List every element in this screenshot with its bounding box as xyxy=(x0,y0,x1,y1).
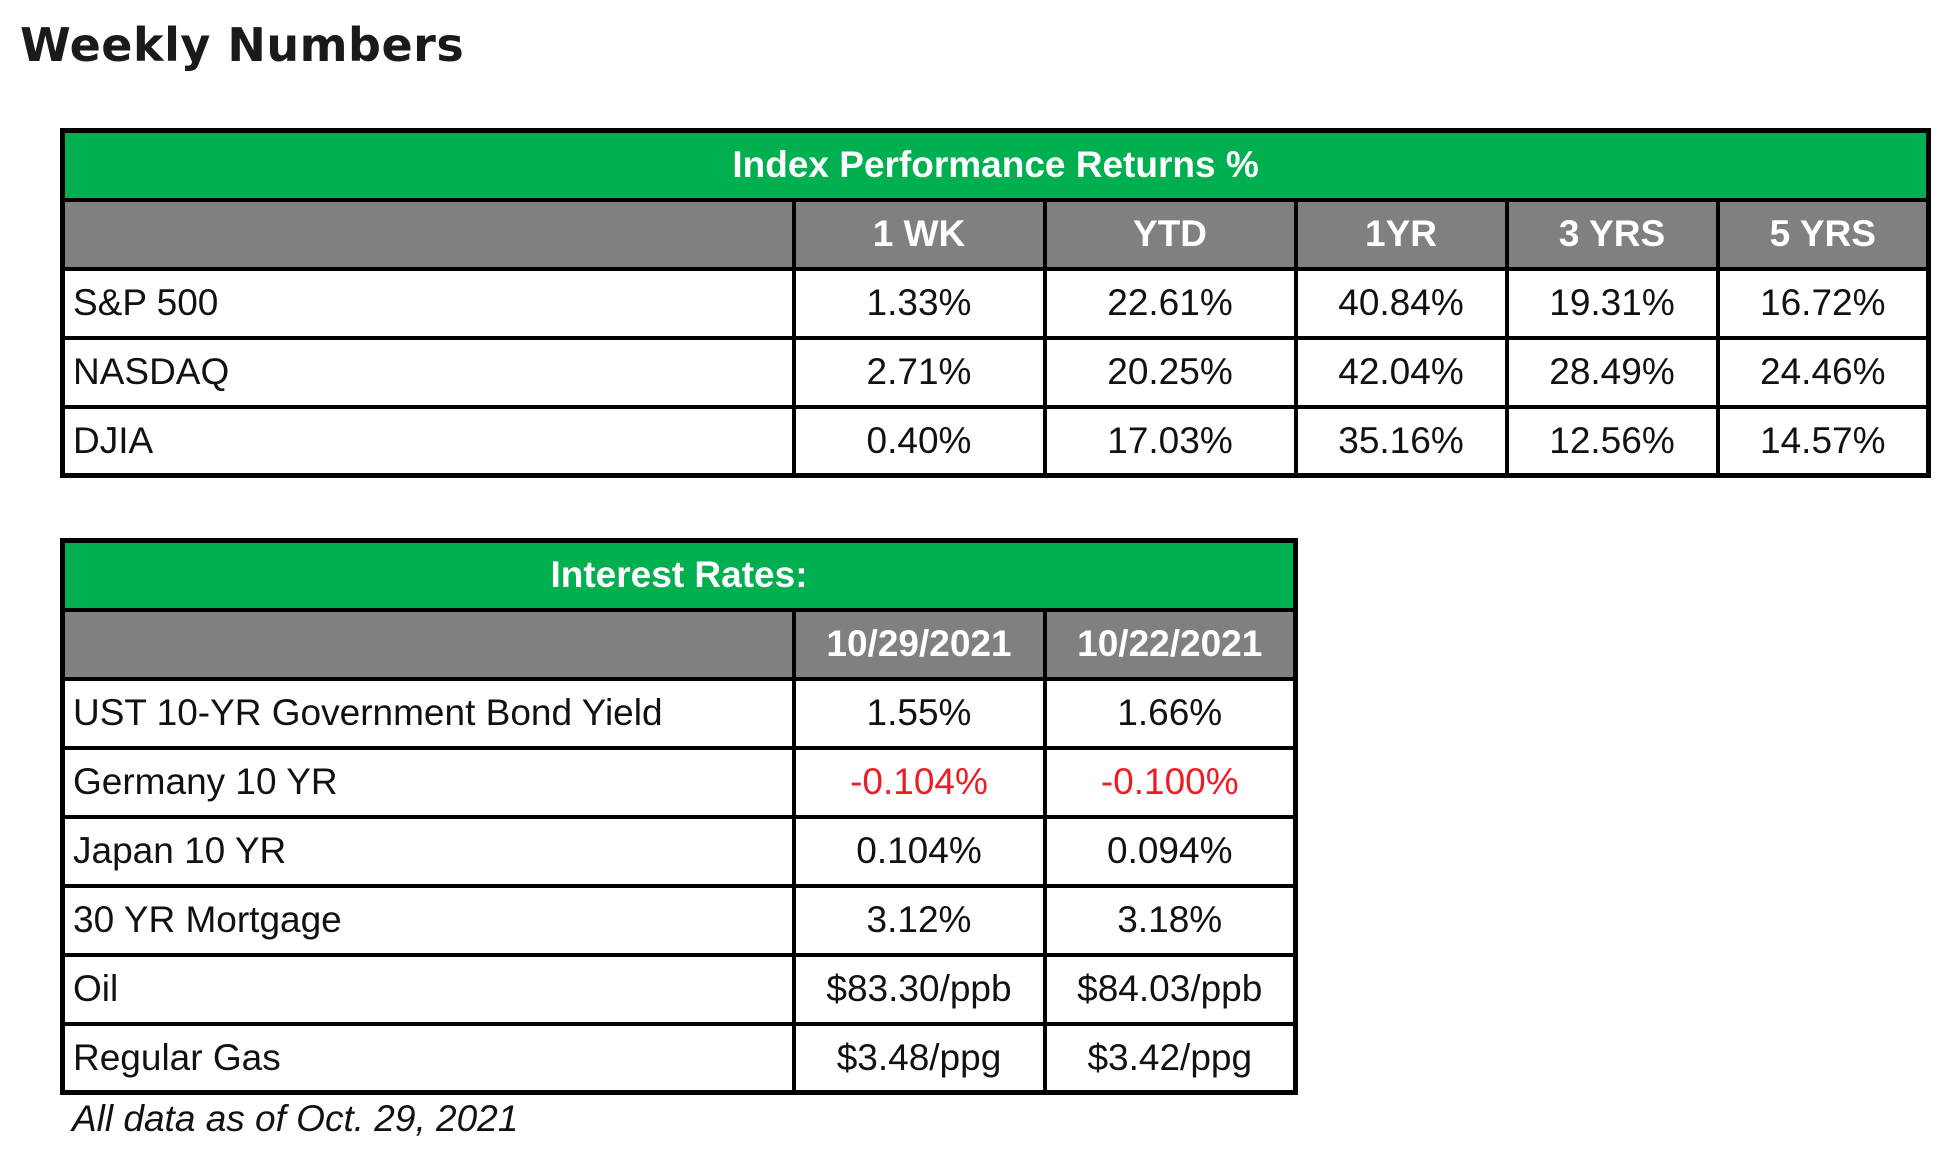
column-header-ytd: YTD xyxy=(1042,197,1298,271)
table-cell: 12.56% xyxy=(1504,404,1720,478)
interest-rates-table: Interest Rates: 10/29/2021 10/22/2021 US… xyxy=(60,538,1299,1095)
column-header-date-previous: 10/22/2021 xyxy=(1042,607,1298,681)
table-cell: 1.33% xyxy=(791,266,1047,340)
table-cell: 19.31% xyxy=(1504,266,1720,340)
row-label: 30 YR Mortgage xyxy=(60,883,796,957)
table-row: 30 YR Mortgage 3.12% 3.18% xyxy=(60,883,1298,957)
row-label: UST 10-YR Government Bond Yield xyxy=(60,676,796,750)
table-cell: 22.61% xyxy=(1042,266,1298,340)
table-cell: 3.18% xyxy=(1042,883,1298,957)
table-cell: 20.25% xyxy=(1042,335,1298,409)
table-row: Regular Gas $3.48/ppg $3.42/ppg xyxy=(60,1021,1298,1095)
row-label: Regular Gas xyxy=(60,1021,796,1095)
table-cell: 2.71% xyxy=(791,335,1047,409)
table-cell: 16.72% xyxy=(1715,266,1931,340)
row-label: NASDAQ xyxy=(60,335,796,409)
table-cell: 24.46% xyxy=(1715,335,1931,409)
table-row: DJIA 0.40% 17.03% 35.16% 12.56% 14.57% xyxy=(60,404,1931,478)
table-cell: 0.40% xyxy=(791,404,1047,478)
table-row: Germany 10 YR -0.104% -0.100% xyxy=(60,745,1298,819)
table-cell: $84.03/ppb xyxy=(1042,952,1298,1026)
table-row: S&P 500 1.33% 22.61% 40.84% 19.31% 16.72… xyxy=(60,266,1931,340)
table-cell: 1.66% xyxy=(1042,676,1298,750)
column-header-3yrs: 3 YRS xyxy=(1504,197,1720,271)
table-title: Interest Rates: xyxy=(60,538,1298,612)
table-cell: -0.100% xyxy=(1042,745,1298,819)
table-row: UST 10-YR Government Bond Yield 1.55% 1.… xyxy=(60,676,1298,750)
row-label: DJIA xyxy=(60,404,796,478)
row-label: S&P 500 xyxy=(60,266,796,340)
column-header xyxy=(60,197,796,271)
table-cell: -0.104% xyxy=(791,745,1047,819)
footnote: All data as of Oct. 29, 2021 xyxy=(72,1098,519,1139)
column-header-1wk: 1 WK xyxy=(791,197,1047,271)
table-cell: 42.04% xyxy=(1293,335,1509,409)
table-row: Japan 10 YR 0.104% 0.094% xyxy=(60,814,1298,888)
table-cell: 17.03% xyxy=(1042,404,1298,478)
table-row: Oil $83.30/ppb $84.03/ppb xyxy=(60,952,1298,1026)
table-cell: 40.84% xyxy=(1293,266,1509,340)
column-header xyxy=(60,607,796,681)
table-row: NASDAQ 2.71% 20.25% 42.04% 28.49% 24.46% xyxy=(60,335,1931,409)
table-cell: $83.30/ppb xyxy=(791,952,1047,1026)
index-performance-table: Index Performance Returns % 1 WK YTD 1YR… xyxy=(60,128,1932,478)
table-cell: 1.55% xyxy=(791,676,1047,750)
row-label: Germany 10 YR xyxy=(60,745,796,819)
table-cell: 14.57% xyxy=(1715,404,1931,478)
table-title: Index Performance Returns % xyxy=(60,128,1931,202)
table-cell: 28.49% xyxy=(1504,335,1720,409)
table-cell: 0.094% xyxy=(1042,814,1298,888)
table-cell: 0.104% xyxy=(791,814,1047,888)
table-cell: $3.48/ppg xyxy=(791,1021,1047,1095)
row-label: Oil xyxy=(60,952,796,1026)
column-header-date-current: 10/29/2021 xyxy=(791,607,1047,681)
column-header-1yr: 1YR xyxy=(1293,197,1509,271)
table-cell: $3.42/ppg xyxy=(1042,1021,1298,1095)
table-cell: 3.12% xyxy=(791,883,1047,957)
table-cell: 35.16% xyxy=(1293,404,1509,478)
row-label: Japan 10 YR xyxy=(60,814,796,888)
page-title: Weekly Numbers xyxy=(20,18,465,72)
column-header-5yrs: 5 YRS xyxy=(1715,197,1931,271)
